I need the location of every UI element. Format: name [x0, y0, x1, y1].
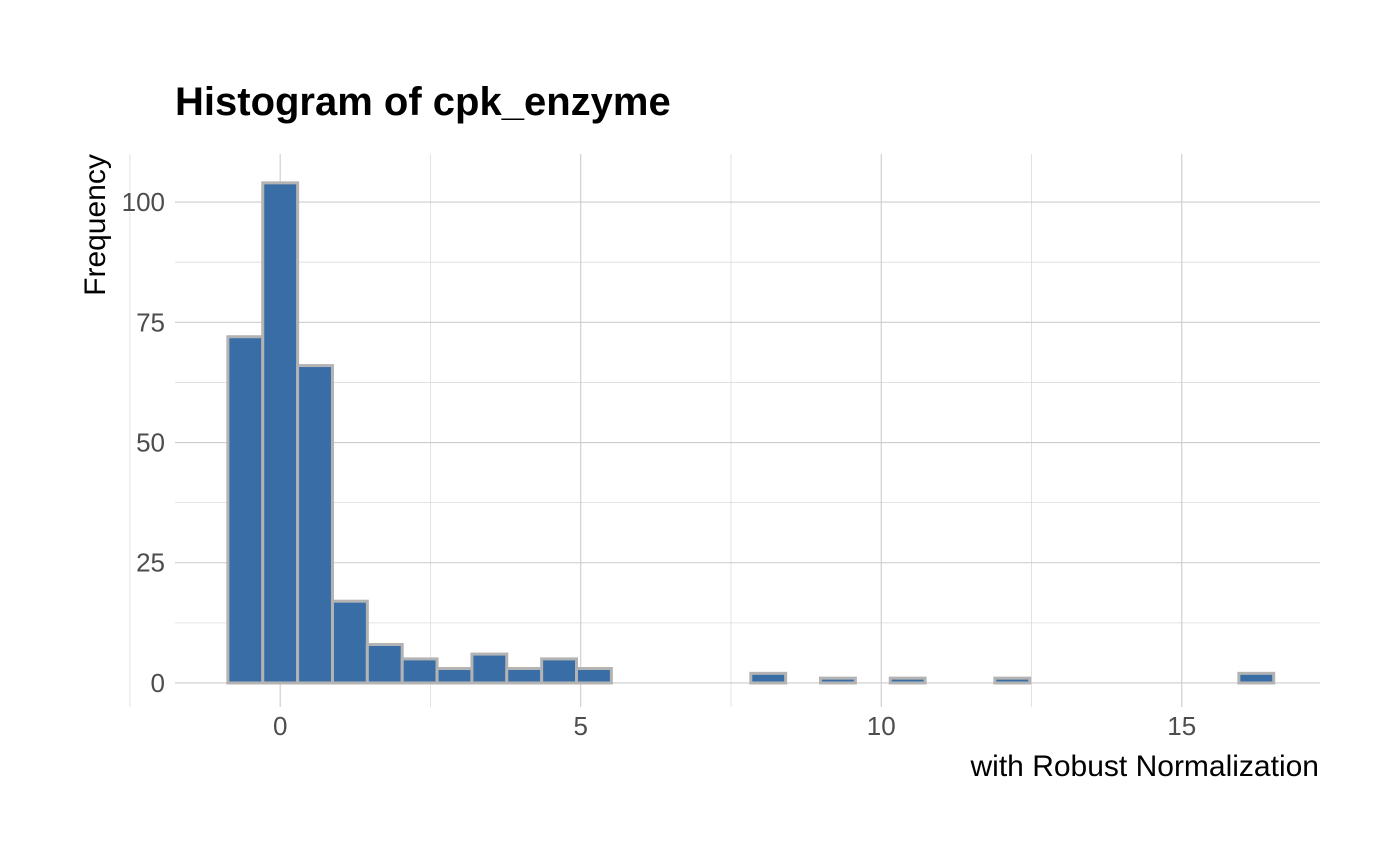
axis-tick-labels: 0 5 10 15 0 25 50 75 100	[122, 187, 1197, 741]
x-tick-label: 15	[1167, 711, 1196, 741]
x-tick-label: 0	[273, 711, 287, 741]
histogram-bar	[435, 667, 474, 685]
y-tick-label: 25	[136, 548, 165, 578]
histogram-bar	[226, 335, 265, 685]
y-tick-label: 100	[122, 187, 165, 217]
x-axis-title: with Robust Normalization	[970, 750, 1319, 783]
histogram-bars	[226, 181, 1276, 685]
histogram-bar	[261, 181, 300, 685]
histogram-bar	[365, 642, 404, 685]
histogram-bar	[819, 676, 857, 685]
histogram-bar	[540, 657, 579, 685]
histogram-bar	[296, 364, 334, 685]
y-axis-title: Frequency	[79, 154, 112, 296]
histogram-bar	[1237, 671, 1276, 685]
x-tick-label: 5	[573, 711, 587, 741]
histogram-bar	[888, 676, 927, 685]
major-gridlines	[175, 154, 1320, 707]
y-tick-label: 0	[151, 668, 165, 698]
histogram-bar	[470, 652, 509, 685]
x-tick-label: 10	[867, 711, 896, 741]
y-tick-label: 75	[136, 307, 165, 337]
histogram-bar	[505, 667, 544, 685]
histogram-bar	[575, 667, 613, 685]
chart-title: Histogram of cpk_enzyme	[175, 80, 671, 124]
histogram-bar	[749, 671, 788, 685]
histogram-bar	[400, 657, 439, 685]
y-tick-label: 50	[136, 428, 165, 458]
histogram-bar	[330, 599, 369, 685]
histogram-bar	[993, 676, 1032, 685]
